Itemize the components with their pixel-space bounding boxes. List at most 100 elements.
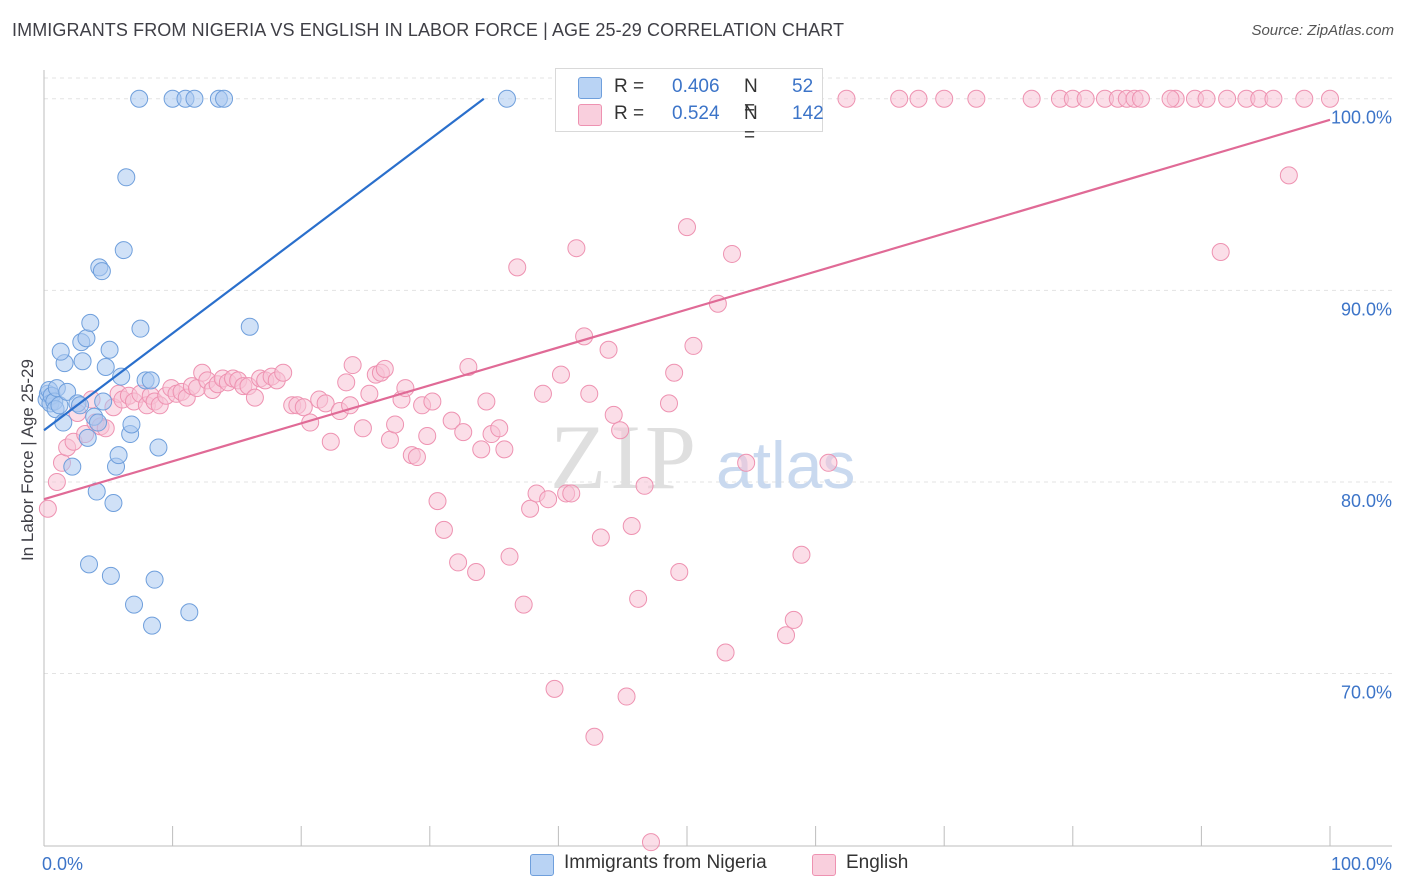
english-point [38,499,57,518]
gridlines [44,77,1392,675]
english-points [38,89,1339,852]
english-point [622,517,641,536]
english-point [459,357,478,376]
english-point [967,89,986,108]
legend-r-label: R = [614,76,645,97]
nigeria-trend-line [43,97,485,432]
legend-swatch-nigeria [578,77,602,99]
english-point [784,610,803,629]
nigeria-point [80,555,99,574]
english-point [665,363,684,382]
english-point [423,392,442,411]
nigeria-point [73,352,92,371]
english-point [353,419,372,438]
english-point [670,563,689,582]
x-tick-label: 0.0% [42,854,83,874]
english-point [678,218,696,237]
y-tick-label: 80.0% [1341,491,1392,511]
nigeria-point [89,413,108,432]
english-point [837,89,856,108]
english-point [737,453,756,472]
nigeria-point [141,371,160,390]
nigeria-point [51,342,70,361]
y-axis-title: In Labor Force | Age 25-29 [18,359,37,561]
legend-n-label: N = [744,103,758,146]
nigeria-point [94,392,113,411]
nigeria-point [143,616,162,635]
nigeria-point [50,396,69,415]
legend-n-value: 52 [792,76,814,97]
legend-label-english: English [846,852,909,873]
legend-swatch-english [812,854,836,876]
english-point [551,365,570,384]
english-point [611,421,630,440]
english-point [321,432,340,451]
english-point [723,244,742,263]
y-tick-labels: 70.0% 80.0% 90.0% 100.0% [1331,108,1392,703]
english-point [514,595,533,614]
nigeria-point [130,89,149,108]
nigeria-point [145,570,164,589]
english-point [539,490,558,509]
nigeria-point [92,262,111,281]
english-point [477,392,496,411]
english-point [890,89,909,108]
nigeria-point [58,382,77,401]
english-point [274,363,293,382]
english-point [585,727,604,746]
english-point [641,833,660,852]
axes [43,70,1392,847]
english-point [245,388,264,407]
english-point [1279,166,1298,185]
english-point [490,419,509,438]
english-trend-line [43,118,1331,501]
nigeria-point [114,241,133,260]
english-point [428,492,447,511]
legend-n-value: 142 [792,103,824,124]
x-tick-labels: 0.0% 100.0% [42,854,1392,874]
english-point [792,545,811,564]
english-point [1131,89,1150,108]
english-point [500,547,519,566]
english-point [454,423,473,442]
english-point [659,394,678,413]
nigeria-point [101,566,120,585]
english-point [777,626,796,645]
english-point [495,440,514,459]
english-point [617,687,636,706]
english-point [47,472,66,491]
english-point [434,520,453,539]
nigeria-point [81,313,100,332]
english-point [294,398,313,417]
english-point [467,563,486,582]
english-point [508,258,527,277]
english-point [1022,89,1041,108]
english-point [1161,89,1180,108]
nigeria-point [78,428,97,447]
nigeria-point [112,367,131,386]
chart-title: IMMIGRANTS FROM NIGERIA VS ENGLISH IN LA… [12,20,845,40]
english-point [1321,89,1339,108]
english-point [591,528,610,547]
english-point [533,384,552,403]
english-point [380,430,399,449]
nigeria-points [37,89,516,635]
english-point [684,336,703,355]
nigeria-point [215,89,234,108]
trend-lines [43,97,1331,501]
legend-r-label: R = [614,103,645,124]
english-point [1076,89,1095,108]
x-tick-label: 100.0% [1331,854,1392,874]
legend-r-value: 0.406 [672,76,720,97]
english-point [472,440,491,459]
legend-swatch-nigeria [530,854,554,876]
legend-n-label: N = [744,76,758,119]
english-point [1211,243,1230,262]
nigeria-point [100,340,119,359]
y-tick-label: 90.0% [1341,299,1392,319]
nigeria-point [96,357,115,376]
english-point [375,359,394,378]
english-point [545,679,564,698]
english-point [604,405,623,424]
